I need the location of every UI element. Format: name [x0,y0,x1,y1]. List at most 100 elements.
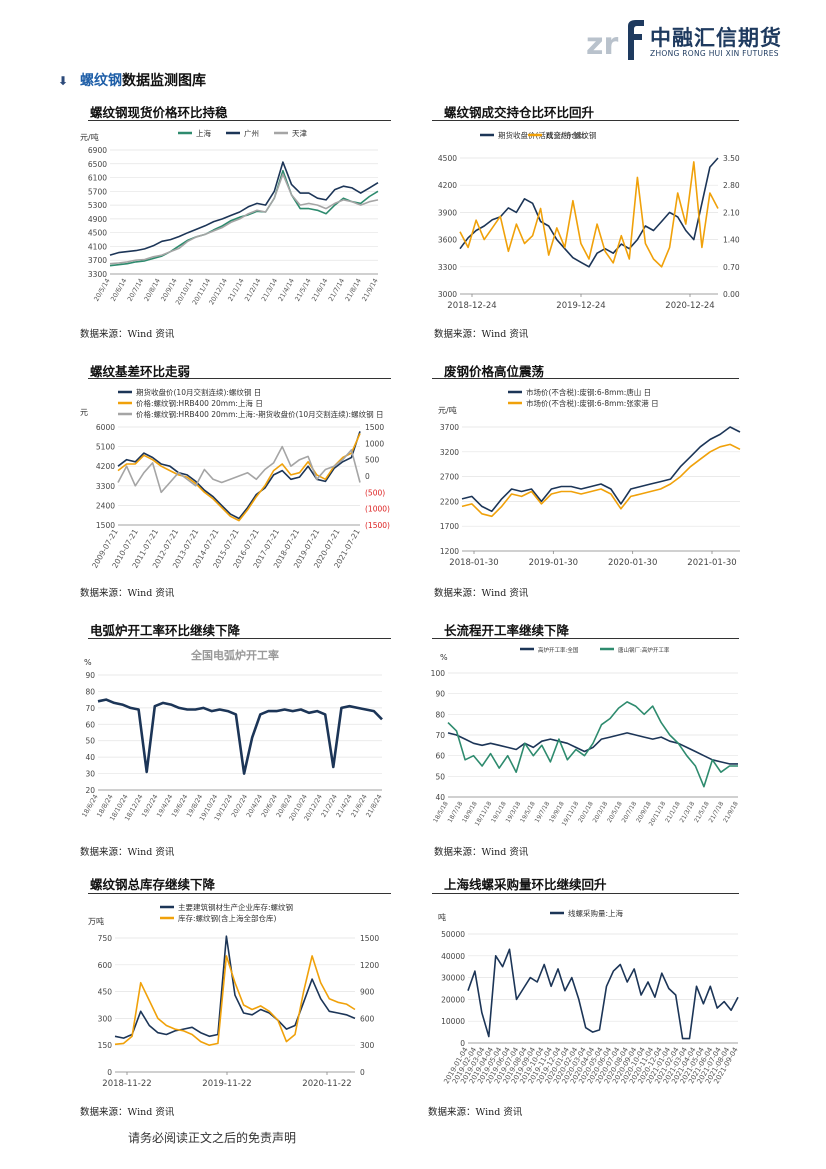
y-tick-label: 0 [460,1039,465,1048]
y-tick-label: 70 [85,704,95,713]
y-tick-label: 2200 [440,497,459,506]
y-tick-label: 0 [107,1068,112,1077]
panel-title-spot-price: 螺纹钢现货价格环比持稳 [90,105,228,120]
series-line [447,732,738,765]
chart-volume-oi: 4500 4200 3900 3600 3300 3000 3.50 2.80 2.10 1.40… [430,128,750,314]
panel-title-volume-oi: 螺纹钢成交持仓比环比回升 [444,105,595,120]
y-tick-label: 30 [85,770,95,779]
chart-blast-furnace: 100 90 80 70 60 50 40% 18/5/18 18/7/18 18/9/18 18/… [430,645,750,835]
y-tick-label: 3300 [88,270,107,279]
legend-label: 广州 [244,128,259,138]
chart-purchase: 50000 40000 30000 20000 10000 0 吨 2019-01-04 201… [430,900,750,1090]
chart-title: 全国电弧炉开工率 [190,648,279,662]
y-tick-label: 3300 [438,263,457,272]
y-tick-label: 60 [85,720,95,729]
unit-label: 元 [80,408,88,417]
x-tick-label: 21/9/14 [360,277,379,303]
svg-text:zr: zr [586,27,618,60]
y2-tick-label: 0.00 [723,290,740,299]
y-tick-label: 3700 [88,256,107,265]
y-tick-label: 2700 [440,473,459,482]
x-tick-label: 2018-01-30 [449,558,498,568]
y-tick-label: 40 [435,793,445,802]
y2-tick-label: 2.80 [723,181,740,190]
series-line [461,443,741,518]
y-tick-label: 10000 [441,1017,465,1026]
unit-label: 吨 [438,912,446,922]
logo-english-name: ZHONG RONG HUI XIN FUTURES [650,49,779,58]
y-tick-label: 80 [435,710,445,719]
legend-label: 高炉开工率:全国 [538,646,579,654]
legend-label: 期货收盘价(10月交割连续):螺纹钢 日 [136,387,261,397]
y-tick-label: 60 [435,752,445,761]
unit-label: % [440,653,448,662]
y-tick-label: 300 [98,1014,113,1023]
y2-tick-label: 0 [360,1068,365,1077]
y-tick-label: 4200 [438,181,457,190]
panel-rule [88,893,391,894]
y2-tick-label: 1200 [360,961,379,970]
legend-label: 主要建筑钢材生产企业库存:螺纹钢 [178,902,293,912]
panel-title-basis: 螺纹基差环比走弱 [90,364,191,379]
y-tick-label: 3200 [440,448,459,457]
legend-label: 价格:螺纹钢:HRB400 20mm:上海:-期货收盘价(10月交割连续):螺纹… [136,409,383,419]
chart-inventory: 750 600 450 300 150 0 1500 1200 900 600 300 0 万吨 2018… [80,900,400,1090]
y-tick-label: 750 [98,934,113,943]
source-note: 数据来源：Wind 资讯 [80,329,175,340]
legend-label: 价格:螺纹钢:HRB400 20mm:上海 日 [136,398,263,408]
y-tick-label: 4200 [96,462,115,471]
logo-mark-icon: zr [586,20,644,60]
unit-label: 元/吨 [438,405,457,415]
source-note: 数据来源：Wind 资讯 [434,847,529,858]
y2-tick-label: 1000 [365,439,384,448]
y-tick-label: 2400 [96,501,115,510]
unit-label: % [84,658,92,667]
panel-title-blast-furnace: 长流程开工率继续下降 [444,623,570,638]
y2-tick-label: (500) [365,488,385,497]
series-line [97,698,383,775]
x-tick-label: 2020-01-30 [608,558,657,568]
x-tick-label: 2020-12-24 [665,301,714,311]
x-tick-label: 2018-12-24 [447,301,496,311]
y2-tick-label: 600 [360,1014,375,1023]
y-tick-label: 4900 [88,215,107,224]
y2-tick-label: 500 [365,456,380,465]
y-tick-label: 6100 [88,174,107,183]
y-tick-label: 6000 [96,423,115,432]
legend-label: 市场价(不含税):废钢:6-8mm:张家港 日 [526,398,659,408]
series-line [117,445,361,494]
y2-tick-label: 300 [360,1041,375,1050]
series-line [114,935,356,1039]
x-tick-label: 2019-11-22 [202,1079,251,1089]
y-tick-label: 3000 [438,290,457,299]
y-tick-label: 90 [435,690,445,699]
legend-label: 天津 [292,129,307,138]
y-tick-label: 6900 [88,146,107,155]
panel-rule [432,378,739,379]
y-tick-label: 3700 [440,423,459,432]
y-tick-label: 150 [98,1041,113,1050]
y2-tick-label: 1500 [360,934,379,943]
y-tick-label: 50 [435,772,445,781]
y-tick-label: 3300 [96,482,115,491]
y-tick-label: 4500 [88,229,107,238]
y2-tick-label: 3.50 [723,154,740,163]
y-tick-label: 3600 [438,236,457,245]
y-tick-label: 600 [98,961,113,970]
y-tick-label: 30000 [441,974,465,983]
logo-chinese-name: 中融汇信期货 [650,26,782,50]
panel-rule [88,378,391,379]
legend-label: 成交/持仓比 [546,130,587,140]
y-tick-label: 1700 [440,522,459,531]
y-tick-label: 100 [431,669,446,678]
x-tick-label: 2021-01-30 [687,558,736,568]
y-tick-label: 4100 [88,242,107,251]
chart-eaf: 90 80 70 60 50 40 30 20% 全国电弧炉开工率 18/6/24 18/8/24 1… [80,645,390,835]
unit-label: 万吨 [88,916,104,926]
panel-title-purchase: 上海线螺采购量环比继续回升 [444,877,607,892]
y-tick-label: 1200 [440,547,459,556]
panel-rule [88,638,391,639]
panel-rule [432,638,739,639]
series-line [117,431,361,520]
unit-label: 元/吨 [80,132,99,142]
